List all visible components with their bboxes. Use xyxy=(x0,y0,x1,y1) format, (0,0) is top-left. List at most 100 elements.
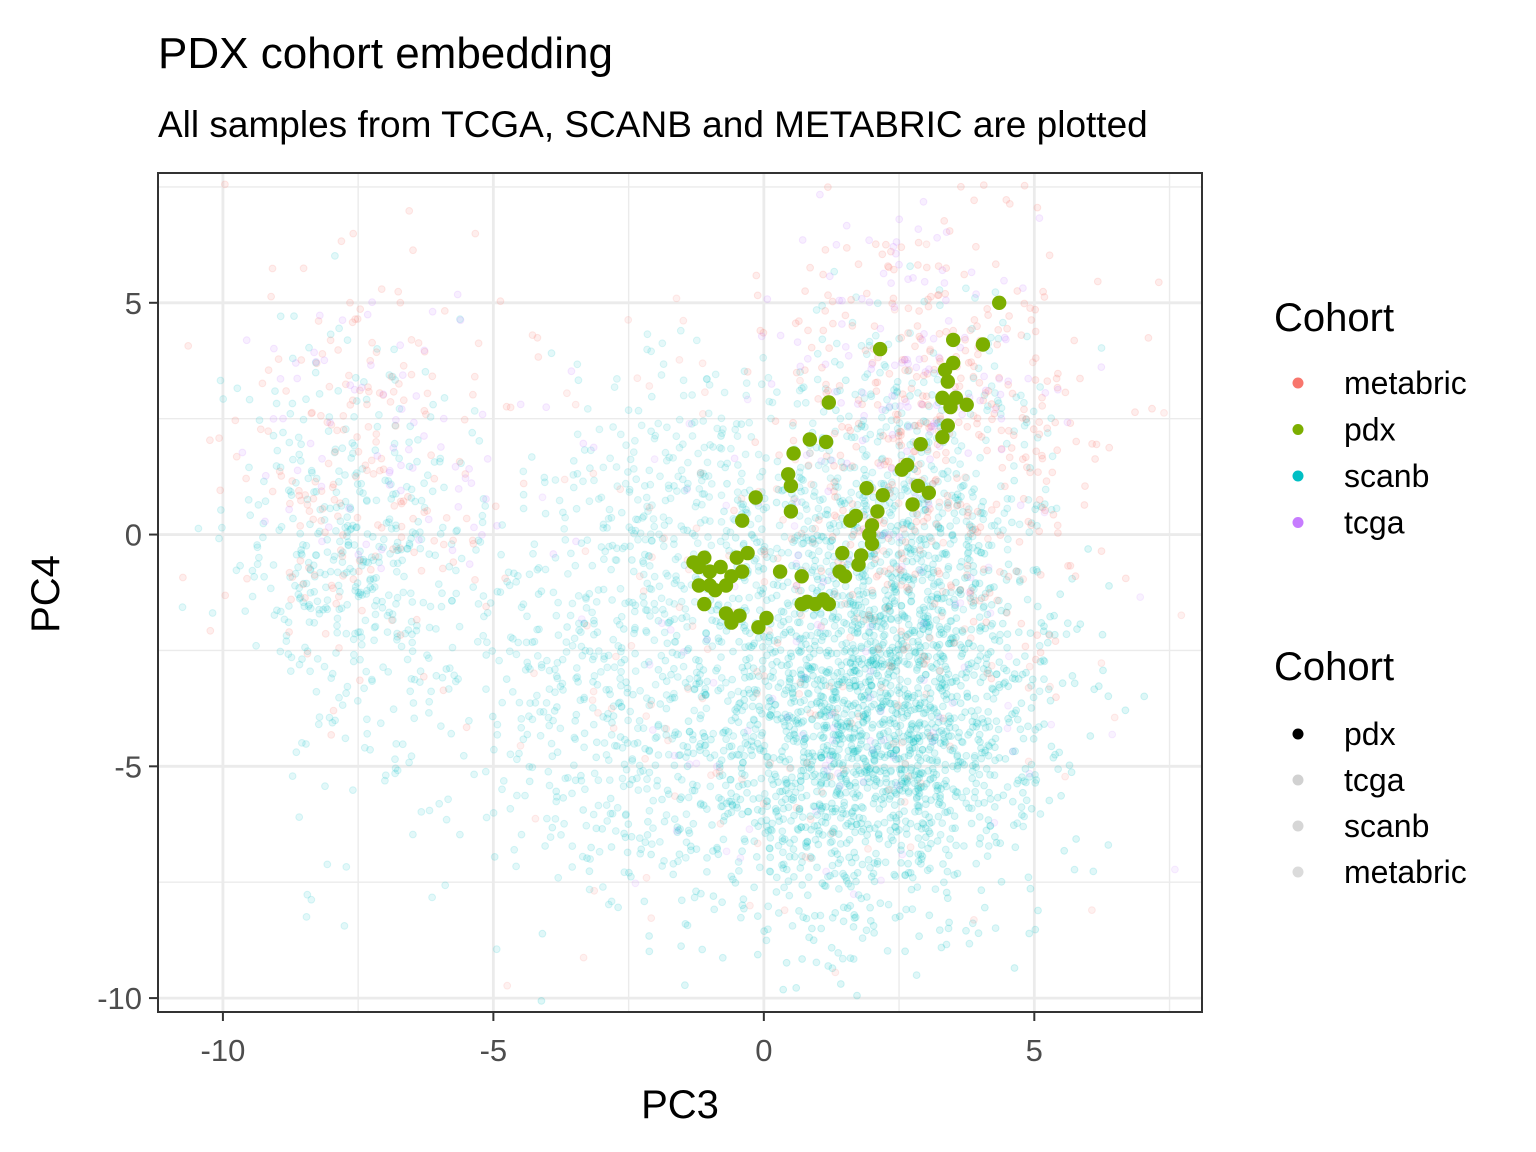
background-point xyxy=(269,415,278,423)
background-point xyxy=(470,770,479,779)
background-point xyxy=(991,288,1000,297)
background-point xyxy=(597,493,606,502)
background-point xyxy=(334,592,343,601)
background-point xyxy=(1026,629,1035,637)
background-point xyxy=(1027,521,1035,530)
background-point xyxy=(924,507,932,516)
background-point xyxy=(861,710,870,719)
background-point xyxy=(996,390,1005,399)
background-point xyxy=(944,565,952,573)
background-point xyxy=(547,349,556,358)
background-point xyxy=(817,682,826,690)
background-point xyxy=(771,772,780,781)
background-point xyxy=(810,488,819,496)
background-point xyxy=(866,736,875,745)
background-point xyxy=(572,664,581,672)
background-point xyxy=(813,676,822,684)
background-point xyxy=(647,914,656,922)
background-point xyxy=(938,266,947,275)
background-point xyxy=(821,812,830,821)
background-point xyxy=(647,392,656,401)
background-point xyxy=(804,517,812,525)
background-point xyxy=(729,732,738,740)
background-point xyxy=(649,515,658,523)
background-point xyxy=(914,784,922,793)
background-point xyxy=(957,492,965,501)
background-point xyxy=(406,687,415,696)
background-point xyxy=(646,480,655,489)
background-point xyxy=(1029,693,1038,702)
background-point xyxy=(792,581,801,590)
background-point xyxy=(1012,658,1021,667)
background-point xyxy=(830,824,838,833)
background-point xyxy=(905,423,914,431)
background-point xyxy=(301,594,309,602)
background-point xyxy=(1029,407,1038,416)
background-point xyxy=(633,374,642,383)
background-point xyxy=(899,525,908,533)
background-point xyxy=(650,599,659,608)
background-point xyxy=(971,694,980,703)
background-point xyxy=(539,708,548,716)
background-point xyxy=(877,624,886,633)
background-point xyxy=(1040,622,1048,631)
background-point xyxy=(1004,602,1012,611)
background-point xyxy=(796,463,805,472)
background-point xyxy=(940,878,948,887)
background-point xyxy=(704,472,713,480)
background-point xyxy=(992,500,1001,509)
background-point xyxy=(246,511,255,520)
background-point xyxy=(975,613,984,621)
background-point xyxy=(519,735,528,744)
background-point xyxy=(660,534,668,543)
background-point xyxy=(717,491,726,500)
background-point xyxy=(778,787,787,796)
background-point xyxy=(397,486,405,495)
background-point xyxy=(824,183,832,192)
background-point xyxy=(1027,704,1036,712)
background-point xyxy=(670,815,679,823)
background-point xyxy=(233,384,242,393)
background-point xyxy=(700,732,709,741)
background-point xyxy=(930,733,939,742)
background-point xyxy=(696,714,704,723)
background-point xyxy=(409,514,418,523)
background-point xyxy=(448,643,457,652)
background-point xyxy=(561,513,569,522)
background-point xyxy=(773,457,782,466)
background-point xyxy=(813,575,822,584)
background-point xyxy=(952,627,960,635)
background-point xyxy=(766,645,775,654)
background-point xyxy=(943,867,952,876)
background-point xyxy=(979,719,988,727)
background-point xyxy=(844,753,852,762)
background-point xyxy=(851,853,860,862)
background-point xyxy=(974,735,983,744)
background-point xyxy=(929,568,938,577)
background-point xyxy=(926,743,935,751)
background-point xyxy=(866,612,874,621)
background-point xyxy=(796,376,804,385)
background-point xyxy=(891,913,900,922)
background-point xyxy=(792,719,801,727)
background-point xyxy=(563,623,571,631)
background-point xyxy=(1051,418,1060,427)
background-point xyxy=(444,795,453,804)
background-point xyxy=(395,380,403,388)
background-point xyxy=(325,713,334,722)
background-point xyxy=(833,680,842,689)
background-point xyxy=(808,551,817,560)
background-point xyxy=(1011,709,1019,717)
background-point xyxy=(309,494,318,503)
background-point xyxy=(811,835,820,844)
background-point xyxy=(1091,455,1099,463)
background-point xyxy=(523,612,531,621)
background-point xyxy=(647,700,655,709)
background-point xyxy=(870,756,879,765)
background-point xyxy=(590,769,599,778)
background-point xyxy=(670,761,679,770)
background-point xyxy=(847,626,856,634)
background-point xyxy=(616,584,625,593)
background-point xyxy=(668,648,677,657)
background-point xyxy=(846,540,855,549)
